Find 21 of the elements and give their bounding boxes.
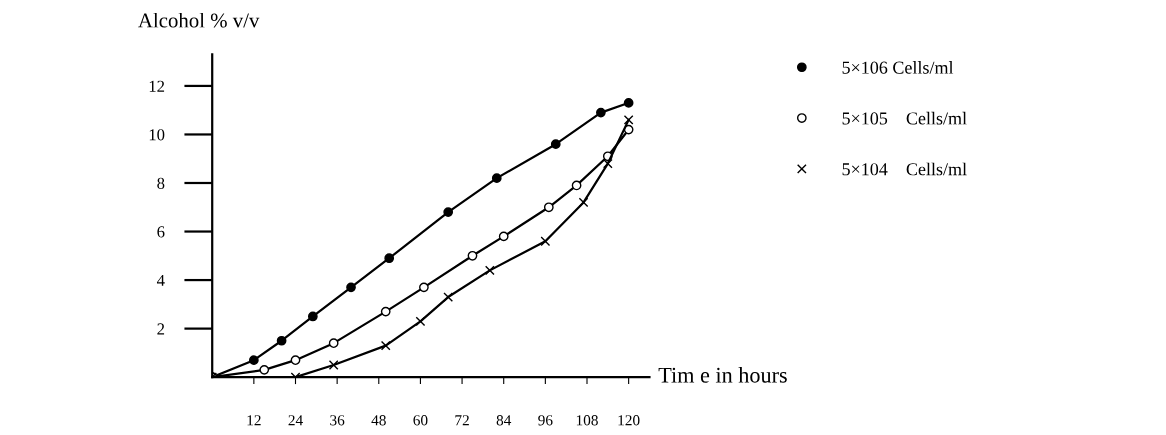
x-tick-label: 72 (455, 415, 469, 426)
y-tick-label: 8 (157, 177, 165, 189)
y-tick-label: 6 (157, 226, 165, 238)
legend-label: 5×106 Cells/ml (842, 61, 954, 74)
x-tick-label: 12 (247, 415, 261, 426)
x-tick-label: 108 (576, 415, 598, 426)
x-axis-title: Tim e in hours (658, 367, 787, 383)
legend-label: 5×104 Cells/ml (842, 162, 967, 176)
y-tick-label: 10 (149, 129, 165, 141)
y-axis-title: Alcohol % v/v (138, 12, 260, 28)
x-tick-label: 24 (288, 415, 303, 426)
y-tick-label: 4 (156, 274, 165, 286)
x-tick-label: 120 (618, 415, 640, 426)
x-tick-label: 48 (371, 415, 386, 426)
x-tick-label: 96 (538, 415, 553, 426)
x-tick-label: 36 (330, 415, 345, 426)
y-tick-label: 2 (157, 323, 165, 335)
x-tick-label: 84 (496, 415, 512, 426)
x-tick-label: 60 (413, 415, 428, 426)
legend-label: 5×105 Cells/ml (842, 111, 967, 125)
y-tick-label: 12 (149, 80, 165, 92)
